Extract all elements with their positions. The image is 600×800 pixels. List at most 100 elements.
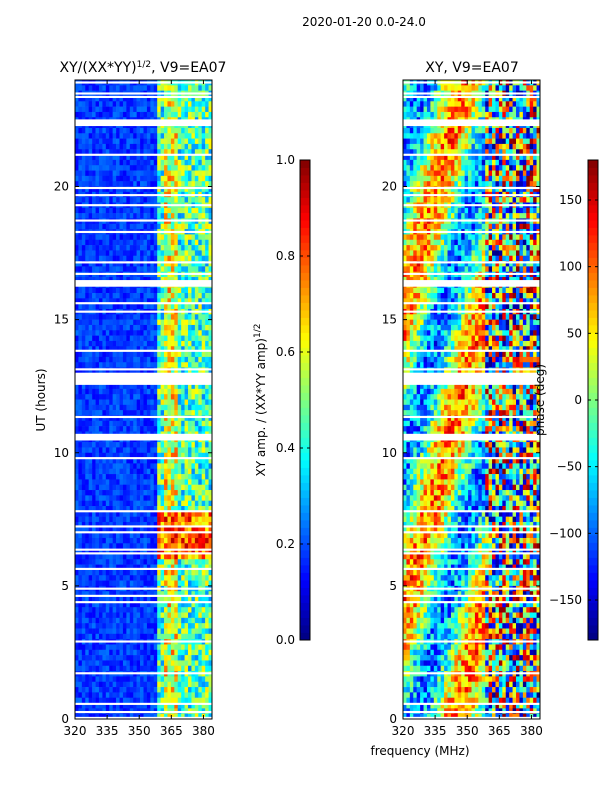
heatmap-cell bbox=[177, 548, 182, 555]
heatmap-cell bbox=[109, 601, 113, 608]
heatmap-cell bbox=[164, 111, 168, 118]
heatmap-cell bbox=[184, 223, 189, 230]
heatmap-cell bbox=[112, 351, 117, 358]
heatmap-cell bbox=[194, 628, 199, 635]
heatmap-cell bbox=[95, 261, 100, 267]
heatmap-cell bbox=[102, 186, 107, 193]
heatmap-cell bbox=[88, 181, 93, 187]
heatmap-cell bbox=[191, 255, 196, 262]
heatmap-cell bbox=[146, 143, 151, 150]
heatmap-cell bbox=[78, 527, 83, 533]
heatmap-cell bbox=[109, 665, 113, 672]
heatmap-cell bbox=[122, 607, 127, 613]
heatmap-cell bbox=[150, 261, 155, 267]
heatmap-cell bbox=[119, 687, 124, 693]
heatmap-cell bbox=[122, 250, 127, 257]
heatmap-cell bbox=[85, 319, 89, 326]
heatmap-cell bbox=[119, 543, 124, 549]
heatmap-cell bbox=[133, 580, 137, 587]
heatmap-cell bbox=[184, 692, 189, 699]
heatmap-cell bbox=[136, 543, 141, 549]
heatmap-cell bbox=[150, 532, 155, 539]
heatmap-cell bbox=[146, 351, 151, 358]
heatmap-cell bbox=[122, 601, 127, 608]
heatmap-cell bbox=[201, 649, 206, 656]
heatmap-cell bbox=[146, 617, 151, 624]
heatmap-cell bbox=[188, 245, 192, 251]
heatmap-cell bbox=[102, 319, 107, 326]
heatmap-cell bbox=[119, 175, 124, 182]
heatmap-cell bbox=[92, 703, 96, 709]
heatmap-cell bbox=[198, 298, 203, 304]
heatmap-cell bbox=[181, 692, 185, 699]
heatmap-cell bbox=[102, 298, 107, 304]
heatmap-cell bbox=[143, 101, 148, 107]
heatmap-cell bbox=[78, 713, 83, 720]
heatmap-cell bbox=[75, 362, 79, 368]
heatmap-cell bbox=[198, 553, 203, 560]
heatmap-cell bbox=[126, 506, 131, 512]
heatmap-cell bbox=[143, 447, 148, 454]
heatmap-cell bbox=[98, 623, 103, 629]
heatmap-cell bbox=[109, 335, 113, 342]
heatmap-cell bbox=[167, 516, 172, 523]
heatmap-cell bbox=[181, 127, 185, 134]
heatmap-cell bbox=[102, 165, 107, 171]
heatmap-cell bbox=[129, 159, 134, 166]
heatmap-cell bbox=[146, 234, 151, 241]
heatmap-cell bbox=[129, 394, 134, 400]
heatmap-cell bbox=[136, 426, 141, 432]
heatmap-cell bbox=[164, 479, 168, 486]
heatmap-cell bbox=[194, 298, 199, 304]
heatmap-cell bbox=[92, 106, 96, 113]
heatmap-cell bbox=[116, 239, 120, 246]
heatmap-cell bbox=[146, 580, 151, 587]
heatmap-cell bbox=[157, 287, 161, 294]
heatmap-cell bbox=[143, 303, 148, 310]
heatmap-cell bbox=[205, 399, 209, 406]
heatmap-cell bbox=[164, 127, 168, 134]
heatmap-cell bbox=[129, 186, 134, 193]
heatmap-cell bbox=[177, 511, 182, 517]
heatmap-cell bbox=[136, 175, 141, 182]
heatmap-cell bbox=[201, 298, 206, 304]
heatmap-cell bbox=[129, 175, 134, 182]
heatmap-cell bbox=[146, 154, 151, 161]
heatmap-cell bbox=[205, 612, 209, 619]
heatmap-cell bbox=[174, 713, 179, 720]
heatmap-cell bbox=[85, 687, 89, 693]
heatmap-cell bbox=[112, 452, 117, 459]
heatmap-cell bbox=[102, 111, 107, 118]
heatmap-cell bbox=[140, 617, 144, 624]
heatmap-cell bbox=[164, 197, 168, 203]
heatmap-cell bbox=[133, 676, 137, 683]
heatmap-cell bbox=[153, 687, 158, 693]
heatmap-cell bbox=[153, 692, 158, 699]
suptitle: 2020-01-20 0.0-24.0 bbox=[302, 15, 426, 29]
heatmap-cell bbox=[160, 356, 165, 363]
heatmap-cell bbox=[170, 149, 175, 155]
heatmap-cell bbox=[122, 692, 127, 699]
heatmap-cell bbox=[112, 165, 117, 171]
heatmap-cell bbox=[174, 681, 179, 688]
heatmap-cell bbox=[95, 660, 100, 667]
heatmap-cell bbox=[177, 591, 182, 597]
heatmap-cell bbox=[403, 138, 407, 145]
heatmap-cell bbox=[116, 692, 120, 699]
colorbar-segment bbox=[300, 377, 310, 386]
heatmap-cell bbox=[184, 277, 189, 283]
heatmap-cell bbox=[205, 575, 209, 581]
heatmap-cell bbox=[160, 617, 165, 624]
heatmap-cell bbox=[140, 404, 144, 411]
heatmap-cell bbox=[167, 543, 172, 549]
heatmap-cell bbox=[75, 484, 79, 491]
heatmap-cell bbox=[167, 362, 172, 368]
heatmap-cell bbox=[143, 607, 148, 613]
heatmap-cell bbox=[201, 681, 206, 688]
heatmap-cell bbox=[177, 330, 182, 336]
heatmap-cell bbox=[191, 713, 196, 720]
heatmap-cell bbox=[92, 447, 96, 454]
heatmap-cell bbox=[164, 410, 168, 416]
heatmap-cell bbox=[85, 490, 89, 496]
heatmap-cell bbox=[109, 676, 113, 683]
